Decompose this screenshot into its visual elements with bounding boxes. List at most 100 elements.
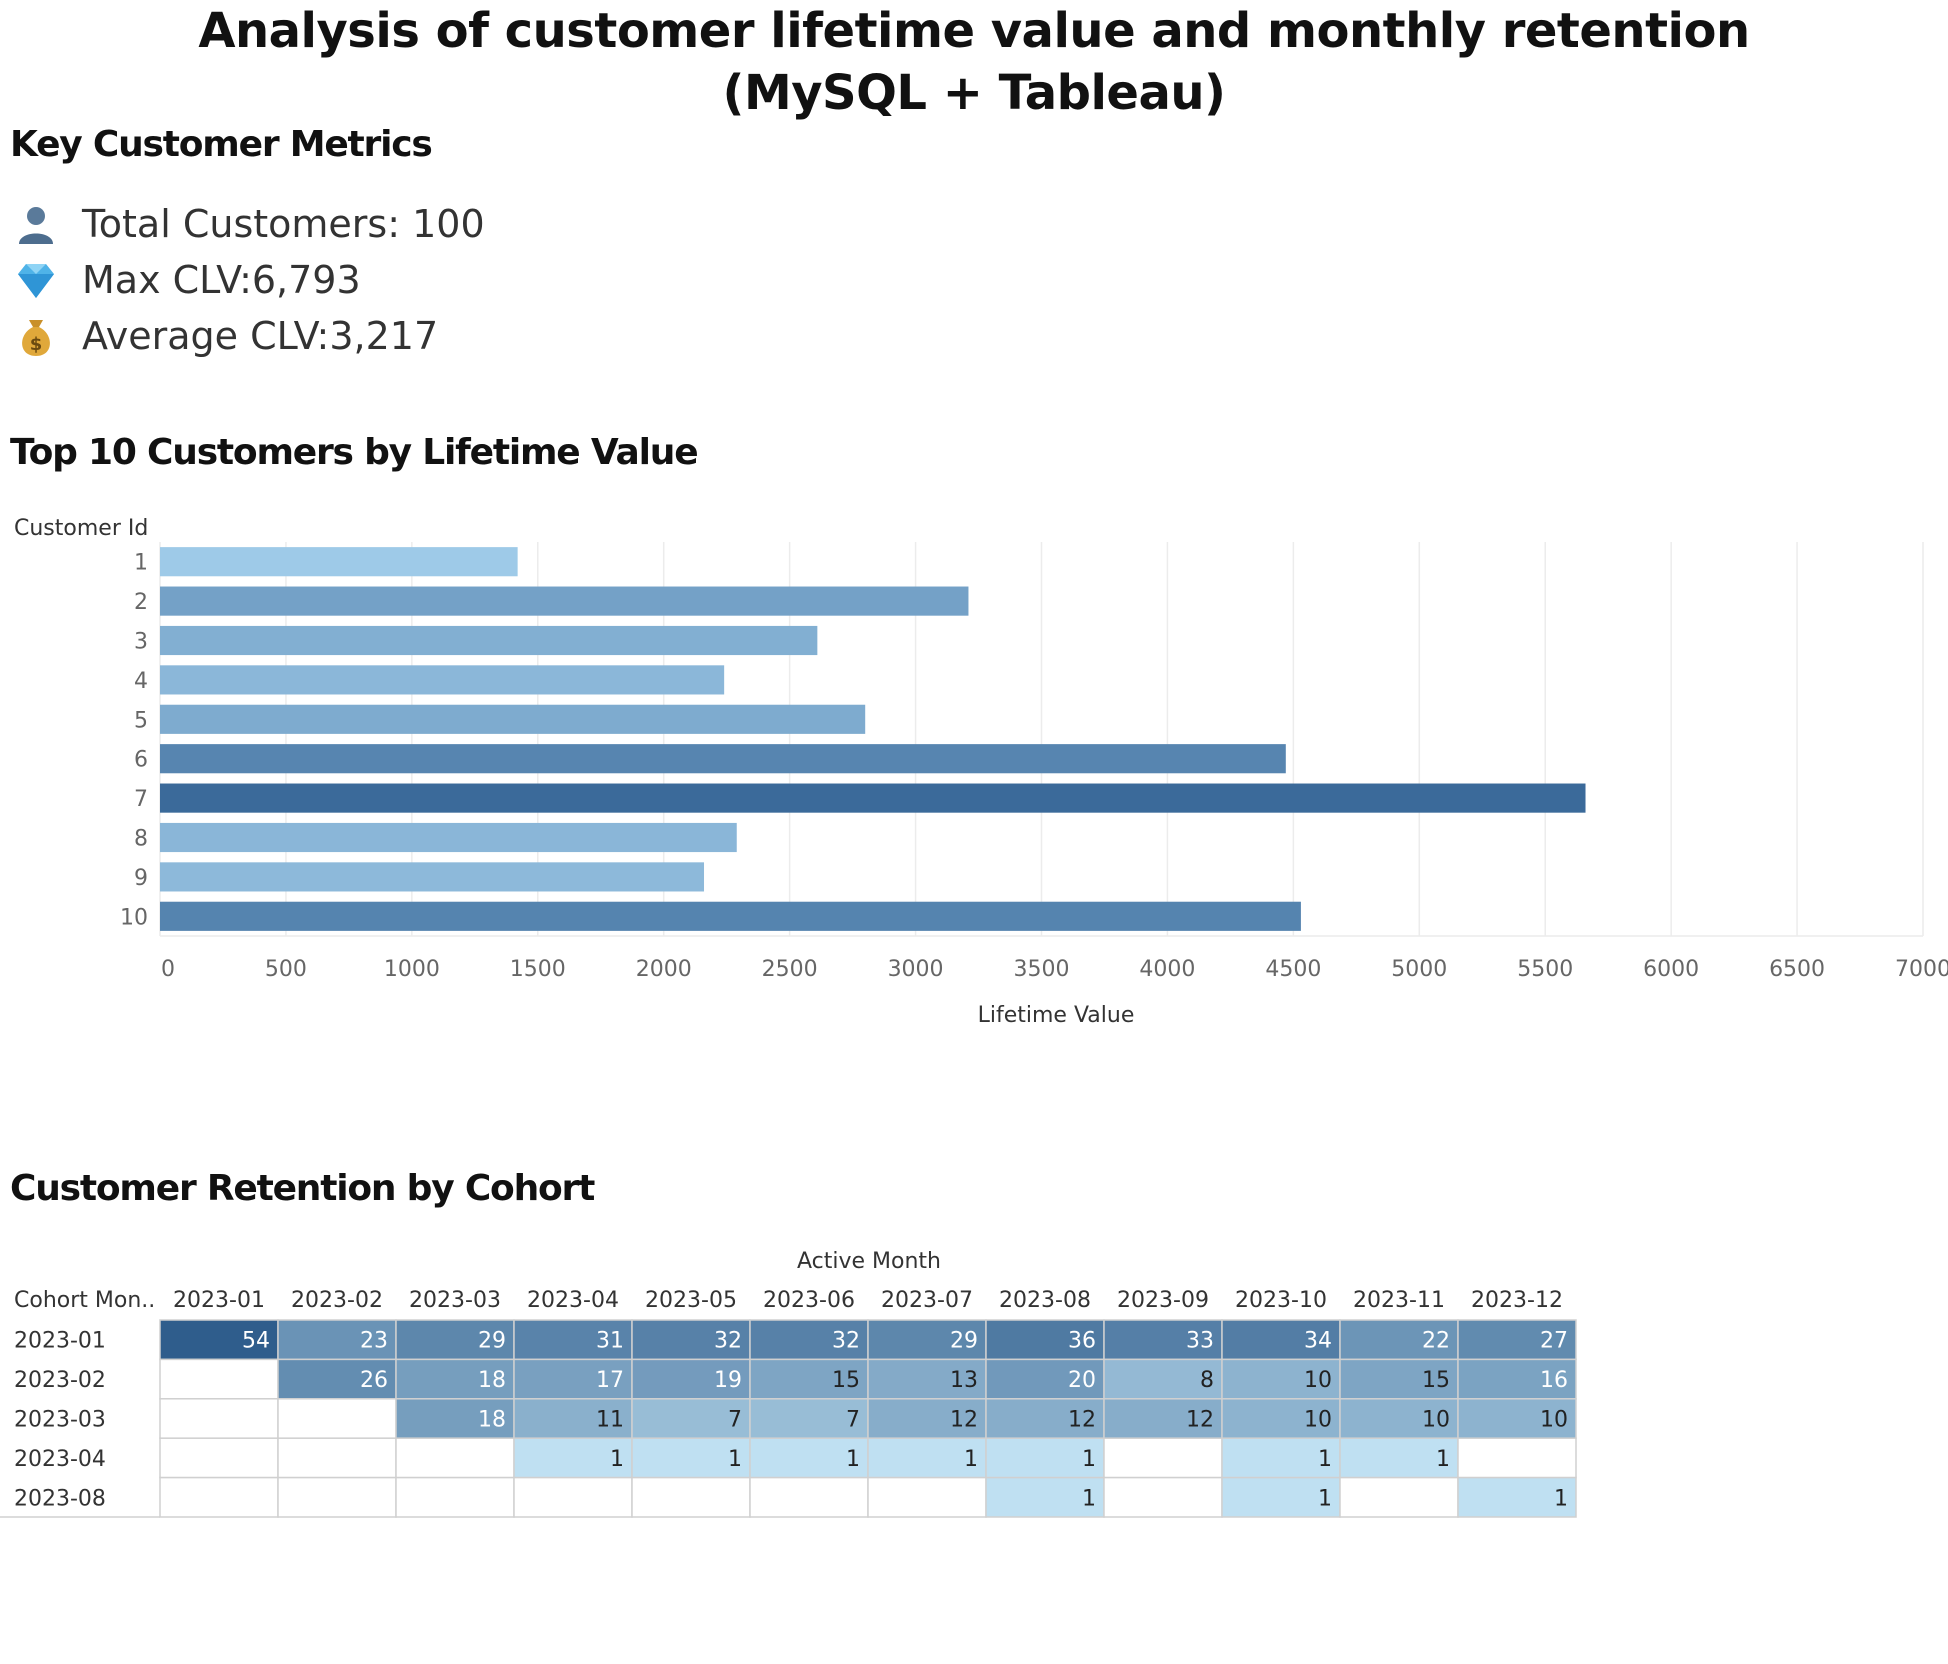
cohort-cell-value: 26 xyxy=(360,1368,388,1393)
cohort-cell xyxy=(395,1476,515,1518)
cohort-cell-value: 18 xyxy=(478,1408,506,1433)
page-title-line-2: (MySQL + Tableau) xyxy=(722,65,1226,121)
bar-chart-x-tick-label: 1500 xyxy=(510,957,566,982)
bar-customer-1 xyxy=(160,547,518,577)
cohort-cell-value: 1 xyxy=(1082,1486,1096,1511)
cohort-retention-table: Active Month Cohort Mon.. 2023-01 2023-02… xyxy=(0,1249,1577,1518)
metrics-heading: Key Customer Metrics xyxy=(10,124,433,165)
cohort-cell xyxy=(1103,1398,1223,1439)
cohort-column-header: Active Month xyxy=(797,1249,941,1274)
cohort-cell xyxy=(1339,1437,1459,1479)
cohort-column-label: 2023-12 xyxy=(1471,1288,1563,1313)
bar-customer-7 xyxy=(160,783,1586,813)
bar-chart-y-tick-label: 1 xyxy=(134,551,148,576)
cohort-cell-value: 15 xyxy=(832,1368,860,1393)
bar-chart-y-tick-label: 7 xyxy=(134,787,148,812)
cohort-cell xyxy=(513,1476,633,1518)
cohort-cell xyxy=(1221,1358,1341,1400)
cohort-cell-value: 1 xyxy=(964,1447,978,1472)
bar-chart-heading: Top 10 Customers by Lifetime Value xyxy=(10,432,699,473)
cohort-cell xyxy=(1221,1476,1341,1518)
bar-chart-y-tick-label: 10 xyxy=(120,905,148,930)
metric-total-customers: Total Customers: 100 xyxy=(14,198,485,250)
cohort-cell xyxy=(159,1476,279,1518)
cohort-cell-value: 18 xyxy=(478,1368,506,1393)
cohort-cell-value: 29 xyxy=(478,1329,506,1354)
cohort-cell-value: 16 xyxy=(1540,1368,1568,1393)
cohort-cell-value: 54 xyxy=(242,1329,270,1354)
cohort-column-label: 2023-06 xyxy=(763,1288,855,1313)
cohort-cell xyxy=(395,1319,515,1361)
bar-chart-x-tick-label: 4500 xyxy=(1265,957,1321,982)
cohort-cell xyxy=(631,1319,751,1361)
cohort-cell xyxy=(1103,1358,1223,1400)
money-bag-icon: $ xyxy=(22,320,50,356)
bar-chart-x-tick-label: 3000 xyxy=(888,957,944,982)
bar-chart-y-tick-label: 8 xyxy=(134,827,148,852)
cohort-column-label: 2023-02 xyxy=(291,1288,383,1313)
cohort-cell-value: 10 xyxy=(1422,1408,1450,1433)
cohort-cell xyxy=(867,1319,987,1361)
diamond-icon xyxy=(18,264,54,298)
cohort-cell xyxy=(1103,1476,1223,1518)
cohort-cell-value: 32 xyxy=(714,1329,742,1354)
cohort-cell-value: 12 xyxy=(1068,1408,1096,1433)
bar-chart-x-tick-label: 2000 xyxy=(636,957,692,982)
bar-chart-x-tick-label: 2500 xyxy=(762,957,818,982)
cohort-cell-value: 36 xyxy=(1068,1329,1096,1354)
cohort-cell-value: 13 xyxy=(950,1368,978,1393)
cohort-column-label: 2023-07 xyxy=(881,1288,973,1313)
metric-total-customers-text: Total Customers: 100 xyxy=(82,202,485,246)
cohort-cell xyxy=(395,1358,515,1400)
bar-customer-4 xyxy=(160,665,725,695)
cohort-cell-value: 34 xyxy=(1304,1329,1332,1354)
cohort-cell-value: 8 xyxy=(1200,1368,1214,1393)
cohort-column-label: 2023-03 xyxy=(409,1288,501,1313)
bar-customer-10 xyxy=(160,901,1301,931)
cohort-cell xyxy=(159,1358,279,1400)
bar-chart-y-tick-label: 2 xyxy=(134,590,148,615)
cohort-cell-value: 1 xyxy=(610,1447,624,1472)
cohort-column-label: 2023-09 xyxy=(1117,1288,1209,1313)
metric-average-clv-text: Average CLV:3,217 xyxy=(82,314,439,358)
cohort-column-label: 2023-11 xyxy=(1353,1288,1445,1313)
cohort-cell xyxy=(513,1398,633,1439)
cohort-cell xyxy=(513,1358,633,1400)
cohort-cell-value: 17 xyxy=(596,1368,624,1393)
cohort-cell-value: 27 xyxy=(1540,1329,1568,1354)
cohort-cell-value: 22 xyxy=(1422,1329,1450,1354)
cohort-cell xyxy=(1339,1319,1459,1361)
cohort-row-label: 2023-04 xyxy=(14,1447,106,1472)
cohort-cell xyxy=(395,1437,515,1479)
bar-chart-x-tick-label: 5000 xyxy=(1391,957,1447,982)
bar-customer-5 xyxy=(160,704,866,734)
bar-chart-y-axis-label: Customer Id xyxy=(14,516,148,541)
cohort-cell-value: 1 xyxy=(1318,1447,1332,1472)
cohort-column-label: 2023-05 xyxy=(645,1288,737,1313)
bar-customer-6 xyxy=(160,744,1286,774)
cohort-cell-value: 33 xyxy=(1186,1329,1214,1354)
cohort-heading: Customer Retention by Cohort xyxy=(10,1168,595,1209)
cohort-cell xyxy=(867,1476,987,1518)
cohort-cell-value: 20 xyxy=(1068,1368,1096,1393)
cohort-cell xyxy=(1457,1358,1577,1400)
bar-chart-x-tick-label: 4000 xyxy=(1139,957,1195,982)
bar-chart-x-tick-label: 3500 xyxy=(1014,957,1070,982)
cohort-cell xyxy=(631,1476,751,1518)
cohort-cell-value: 19 xyxy=(714,1368,742,1393)
cohort-cell-value: 12 xyxy=(1186,1408,1214,1433)
cohort-cell xyxy=(1103,1437,1223,1479)
cohort-cell xyxy=(867,1437,987,1479)
person-icon xyxy=(19,207,53,244)
cohort-cell xyxy=(277,1398,397,1439)
metric-average-clv: $ Average CLV:3,217 xyxy=(14,310,438,362)
metric-max-clv: Max CLV:6,793 xyxy=(14,254,361,306)
cohort-column-label: 2023-01 xyxy=(173,1288,265,1313)
cohort-row-label: 2023-03 xyxy=(14,1408,106,1433)
bar-chart-y-tick-label: 6 xyxy=(134,748,148,773)
cohort-cell xyxy=(867,1398,987,1439)
cohort-column-label: 2023-04 xyxy=(527,1288,619,1313)
cohort-cell-value: 15 xyxy=(1422,1368,1450,1393)
cohort-cell xyxy=(1339,1398,1459,1439)
cohort-cell-value: 10 xyxy=(1304,1408,1332,1433)
